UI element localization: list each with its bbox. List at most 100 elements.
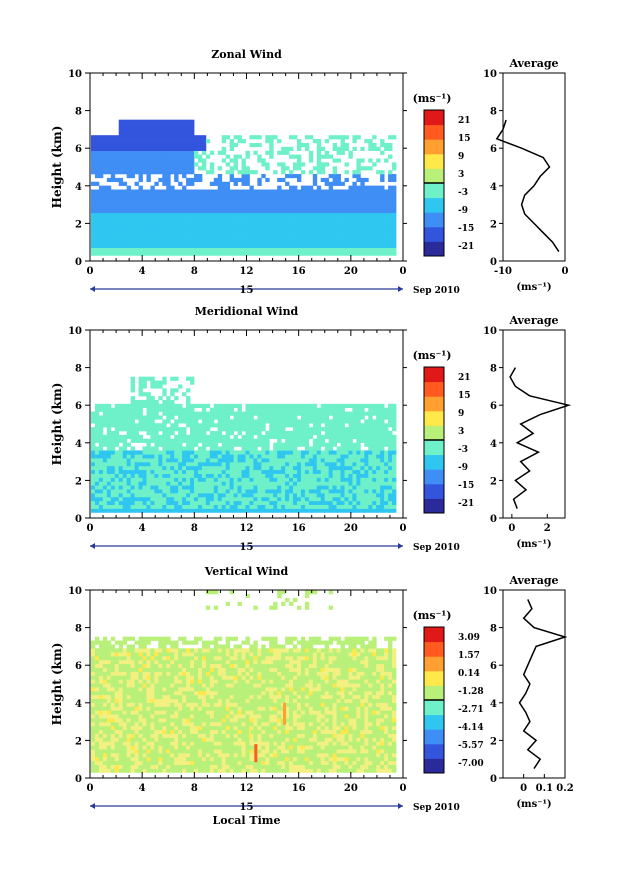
avg-x-tick-label: 2: [544, 523, 551, 534]
heatmap-cell: [158, 251, 163, 256]
heatmap-cell: [324, 177, 330, 183]
heatmap-cell: [190, 469, 195, 474]
heatmap-cell: [289, 135, 294, 140]
heatmap-cell: [190, 465, 195, 471]
heatmap-cell: [285, 228, 290, 233]
heatmap-cell: [380, 450, 385, 455]
heatmap-cell: [205, 411, 211, 416]
heatmap-cell: [245, 201, 250, 206]
heatmap-cell: [348, 489, 353, 494]
heatmap-cell: [197, 454, 203, 459]
heatmap-cell: [142, 477, 147, 482]
heatmap-cell: [285, 442, 290, 447]
heatmap-cell: [106, 756, 112, 762]
heatmap-cell: [336, 419, 341, 424]
heatmap-cell: [106, 415, 112, 420]
heatmap-cell: [221, 220, 227, 225]
heatmap-cell: [336, 423, 341, 428]
heatmap-cell: [324, 247, 330, 252]
heatmap-cell: [186, 485, 191, 490]
heatmap-cell: [269, 496, 274, 502]
heatmap-cell: [182, 431, 187, 436]
heatmap-cell: [110, 170, 116, 175]
heatmap-cell: [193, 438, 199, 443]
heatmap-cell: [328, 411, 334, 416]
heatmap-cell: [138, 504, 143, 509]
heatmap-cell: [384, 462, 389, 467]
heatmap-cell: [91, 749, 96, 754]
heatmap-cell: [166, 224, 171, 229]
heatmap-cell: [217, 508, 223, 513]
heatmap-cell: [245, 465, 250, 471]
colorbar-swatch: [424, 440, 444, 456]
heatmap-cell: [372, 403, 377, 408]
heatmap-cell: [352, 504, 357, 509]
heatmap-cell: [344, 243, 349, 248]
heatmap-cell: [178, 243, 183, 248]
heatmap-cell: [237, 481, 242, 486]
heatmap-cell: [106, 228, 112, 233]
heatmap-cell: [213, 504, 219, 509]
heatmap-cell: [340, 504, 345, 509]
heatmap-cell: [312, 407, 318, 412]
heatmap-cell: [98, 663, 104, 668]
heatmap-cell: [225, 154, 231, 159]
heatmap-cell: [134, 725, 139, 731]
heatmap-cell: [166, 228, 171, 233]
heatmap-cell: [154, 212, 159, 217]
heatmap-cell: [364, 208, 369, 214]
heatmap-cell: [289, 450, 294, 455]
heatmap-cell: [174, 208, 179, 214]
heatmap-cell: [328, 216, 334, 221]
heatmap-cell: [257, 415, 262, 420]
heatmap-cell: [146, 500, 151, 505]
heatmap-cell: [186, 251, 191, 256]
heatmap-cell: [233, 205, 238, 210]
heatmap-cell: [392, 481, 397, 486]
avg-x-tick-label: -10: [494, 266, 512, 277]
heatmap-cell: [360, 247, 365, 252]
heatmap-cell: [197, 434, 203, 440]
heatmap-cell: [360, 450, 365, 455]
heatmap-cell: [166, 764, 171, 769]
heatmap-cell: [380, 236, 385, 241]
heatmap-cell: [142, 446, 147, 451]
heatmap-cell: [91, 150, 96, 155]
heatmap-cell: [154, 508, 159, 513]
heatmap-cell: [340, 415, 345, 420]
heatmap-cell: [324, 454, 330, 459]
heatmap-cell: [98, 407, 104, 412]
heatmap-cell: [174, 504, 179, 509]
heatmap-cell: [166, 473, 171, 478]
heatmap-cell: [340, 493, 345, 498]
heatmap-cell: [122, 239, 128, 245]
heatmap-cell: [344, 434, 349, 440]
heatmap-cell: [384, 442, 389, 447]
heatmap-cell: [332, 135, 337, 140]
heatmap-cell: [186, 243, 191, 248]
heatmap-cell: [130, 158, 135, 163]
heatmap-cell: [114, 477, 120, 482]
heatmap-cell: [158, 722, 163, 727]
heatmap-cell: [265, 504, 270, 509]
heatmap-cell: [146, 236, 151, 241]
heatmap-cell: [237, 236, 242, 241]
heatmap-cell: [130, 749, 135, 754]
heatmap-cell: [91, 500, 96, 505]
heatmap-cell: [293, 228, 298, 233]
heatmap-cell: [118, 216, 124, 221]
heatmap-cell: [336, 500, 341, 505]
heatmap-cell: [229, 146, 234, 151]
heatmap-cell: [182, 135, 187, 140]
heatmap-cell: [94, 749, 100, 754]
heatmap-cell: [304, 423, 310, 428]
heatmap-cell: [336, 251, 341, 256]
heatmap-cell: [201, 205, 207, 210]
heatmap-cell: [126, 465, 132, 471]
heatmap-cell: [91, 644, 96, 649]
heatmap-cell: [360, 407, 365, 412]
heatmap-cell: [249, 500, 254, 505]
heatmap-cell: [178, 220, 183, 225]
heatmap-cell: [118, 656, 124, 661]
heatmap-cell: [94, 251, 100, 256]
